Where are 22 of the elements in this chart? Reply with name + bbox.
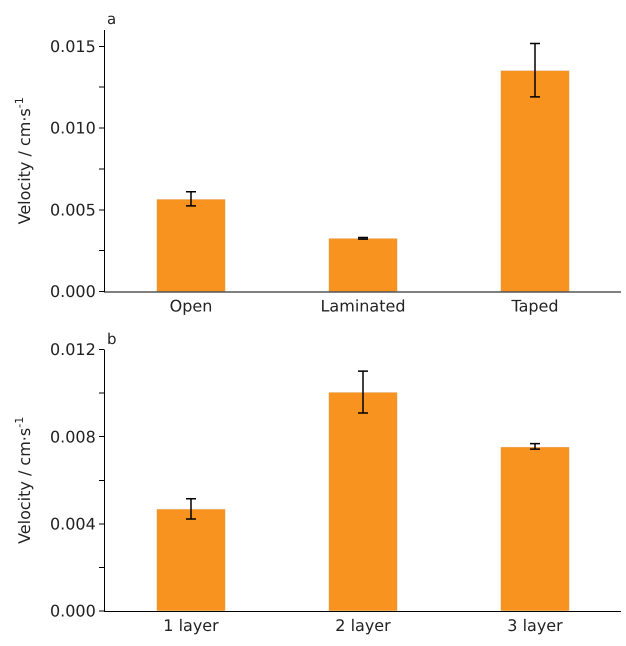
- y-tick-label: 0.012: [50, 340, 96, 360]
- y-tick-label: 0.010: [50, 118, 96, 138]
- bar: [328, 392, 398, 611]
- x-tick-label: Open: [170, 296, 212, 316]
- x-tick-label: 1 layer: [163, 616, 220, 636]
- y-tick-label: 0.015: [50, 36, 96, 56]
- y-tick-label: 0.000: [50, 282, 96, 302]
- x-tick-label: Taped: [510, 296, 559, 316]
- text: a: [107, 10, 116, 28]
- y-tick-label: 0.004: [50, 514, 96, 534]
- y-tick-label: 0.008: [50, 427, 96, 446]
- x-tick-label: 3 layer: [507, 616, 564, 636]
- bar: [500, 70, 570, 292]
- bar: [156, 508, 226, 611]
- x-tick-label: Laminated: [320, 296, 406, 316]
- bar: [500, 446, 570, 611]
- bar: [328, 238, 398, 292]
- x-tick-label: 2 layer: [335, 616, 392, 636]
- text: b: [107, 330, 117, 348]
- y-tick-label: 0.000: [50, 602, 96, 621]
- bar: [156, 198, 226, 292]
- y-tick-label: 0.005: [50, 200, 96, 220]
